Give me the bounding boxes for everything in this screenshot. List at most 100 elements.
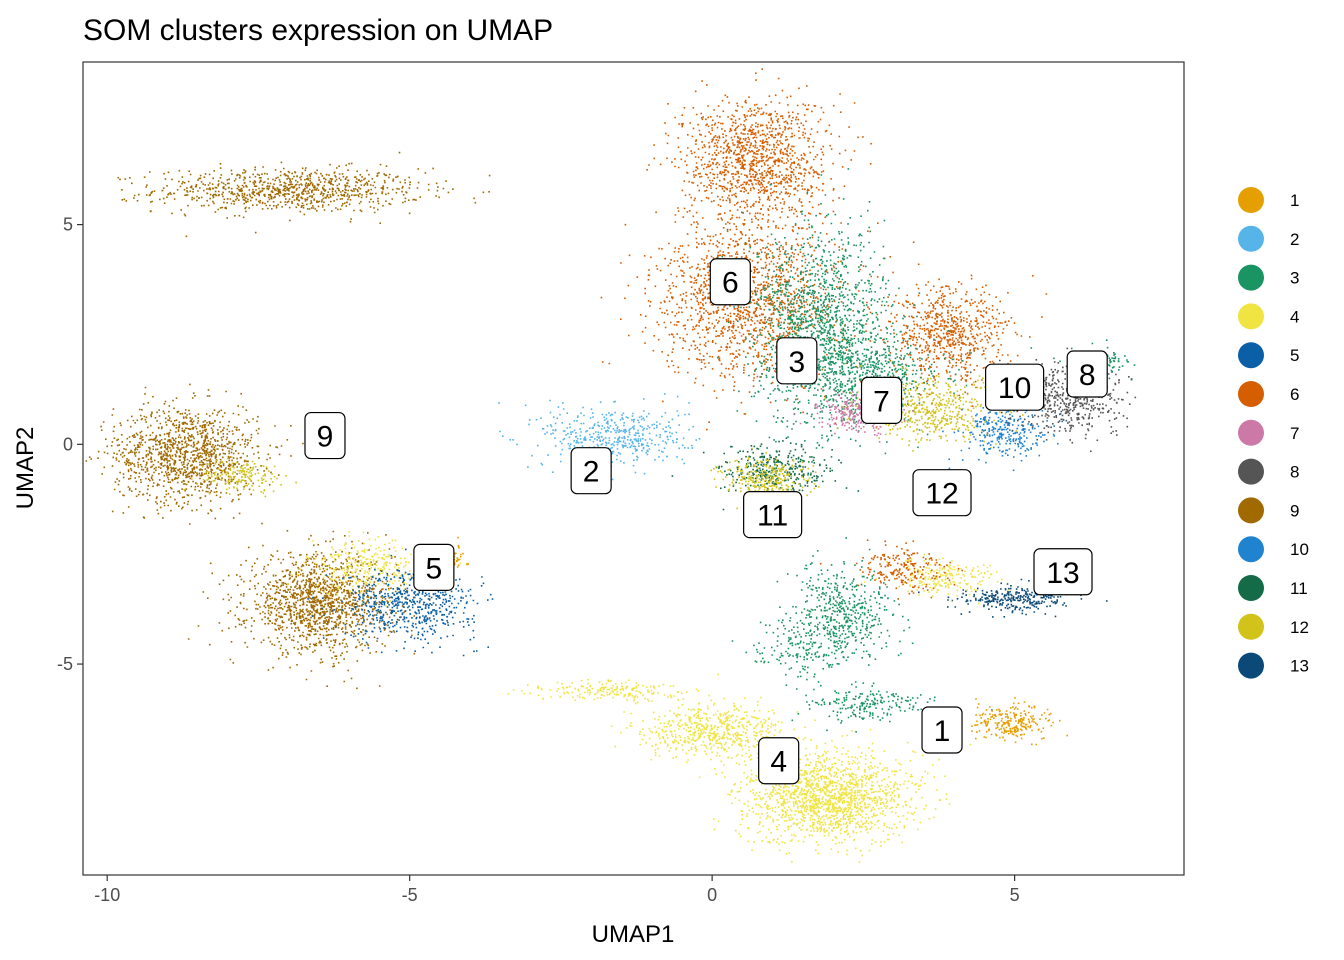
x-tick-label: -10 <box>94 885 120 905</box>
cluster-label-box <box>985 363 1045 411</box>
cluster-label-text: 4 <box>770 746 787 779</box>
legend-swatch <box>1238 381 1264 407</box>
data-points <box>646 68 872 270</box>
data-points <box>776 537 914 668</box>
cluster-label-text: 8 <box>1079 359 1096 392</box>
legend-item-6: 6 <box>1238 381 1299 407</box>
cluster-label-text: 9 <box>317 421 334 454</box>
legend-swatch <box>1238 458 1264 485</box>
points-cluster-4 <box>610 694 839 770</box>
data-points <box>85 383 304 525</box>
x-tick-label: -5 <box>402 885 418 905</box>
legend-item-1: 1 <box>1238 187 1299 213</box>
cluster-label-box <box>912 469 972 517</box>
data-points <box>698 724 972 863</box>
data-points <box>610 694 839 770</box>
axes-layer: -10 -5 0 5 5 0 -5 <box>57 215 1020 905</box>
legend-label: 13 <box>1290 657 1309 676</box>
legend-label: 4 <box>1290 307 1299 326</box>
data-points <box>942 395 1063 472</box>
cluster-label-7: 7 <box>860 376 903 424</box>
x-tick-label: 5 <box>1010 885 1020 905</box>
cluster-label-box <box>921 706 963 754</box>
x-axis-label: UMAP1 <box>592 921 675 948</box>
cluster-label-box <box>1066 350 1108 398</box>
points-cluster-11 <box>671 430 860 518</box>
points-cluster-4 <box>698 724 972 863</box>
legend-label: 5 <box>1290 346 1299 365</box>
points-cluster-9 <box>85 383 304 525</box>
legend-label: 1 <box>1290 191 1299 210</box>
points-cluster-6 <box>646 68 872 270</box>
data-points <box>791 681 993 733</box>
legend-label: 2 <box>1290 230 1299 249</box>
legend-swatch <box>1238 652 1264 679</box>
legend-swatch <box>1238 419 1264 446</box>
panel-border <box>82 61 1185 876</box>
legend-item-11: 11 <box>1238 575 1308 601</box>
legend-item-12: 12 <box>1238 613 1309 640</box>
cluster-label-box <box>304 411 346 460</box>
cluster-label-12: 12 <box>912 469 972 517</box>
points-cluster-6 <box>819 539 963 600</box>
legend-label: 7 <box>1290 424 1299 443</box>
cluster-label-8: 8 <box>1066 350 1108 398</box>
legend-item-13: 13 <box>1238 652 1309 679</box>
data-points <box>918 578 1108 618</box>
legend-item-7: 7 <box>1238 419 1299 446</box>
data-points <box>498 393 701 481</box>
cluster-label-text: 1 <box>934 715 951 748</box>
points-cluster-3 <box>776 537 914 668</box>
points-cluster-10 <box>942 395 1063 472</box>
legend-label: 3 <box>1290 269 1299 288</box>
cluster-label-text: 13 <box>1046 557 1079 590</box>
points-cluster-12 <box>183 456 297 498</box>
data-points <box>819 539 963 600</box>
legend-label: 9 <box>1290 501 1299 520</box>
y-tick-label: -5 <box>57 654 73 674</box>
data-points <box>183 456 297 498</box>
cluster-label-text: 3 <box>788 346 805 379</box>
legend-label: 8 <box>1290 463 1299 482</box>
legend-item-9: 9 <box>1238 497 1299 524</box>
legend-label: 12 <box>1290 618 1309 637</box>
cluster-label-2: 2 <box>570 447 612 495</box>
cluster-label-text: 11 <box>757 500 788 533</box>
cluster-label-box <box>776 337 818 385</box>
y-tick-label: 5 <box>63 215 73 235</box>
cluster-label-1: 1 <box>921 706 963 754</box>
cluster-label-text: 10 <box>998 372 1031 405</box>
cluster-label-5: 5 <box>413 543 455 591</box>
legend-item-3: 3 <box>1238 264 1299 291</box>
x-tick-label: 0 <box>707 885 717 905</box>
legend-item-5: 5 <box>1238 342 1299 369</box>
chart-title: SOM clusters expression on UMAP <box>83 14 553 47</box>
legend-swatch <box>1238 225 1264 252</box>
cluster-label-text: 2 <box>583 456 600 489</box>
cluster-label-box <box>758 737 800 785</box>
data-points <box>671 430 860 518</box>
cluster-label-box <box>743 491 803 539</box>
points-cluster-9 <box>117 151 491 238</box>
legend-swatch <box>1238 536 1264 563</box>
cluster-label-box <box>709 258 751 306</box>
cluster-label-box <box>413 543 455 591</box>
cluster-label-3: 3 <box>776 337 818 385</box>
y-tick-label: 0 <box>63 434 73 454</box>
cluster-label-9: 9 <box>304 411 346 460</box>
data-points <box>307 548 494 657</box>
data-points <box>710 447 820 515</box>
cluster-label-6: 6 <box>709 258 751 306</box>
data-points <box>117 151 491 238</box>
y-axis-label: UMAP2 <box>12 427 39 510</box>
data-points <box>507 673 719 705</box>
points-cluster-13 <box>918 578 1108 618</box>
cluster-label-text: 5 <box>426 552 443 585</box>
points-cluster-12 <box>710 447 820 515</box>
legend-swatch <box>1238 497 1264 524</box>
legend-label: 6 <box>1290 385 1299 404</box>
